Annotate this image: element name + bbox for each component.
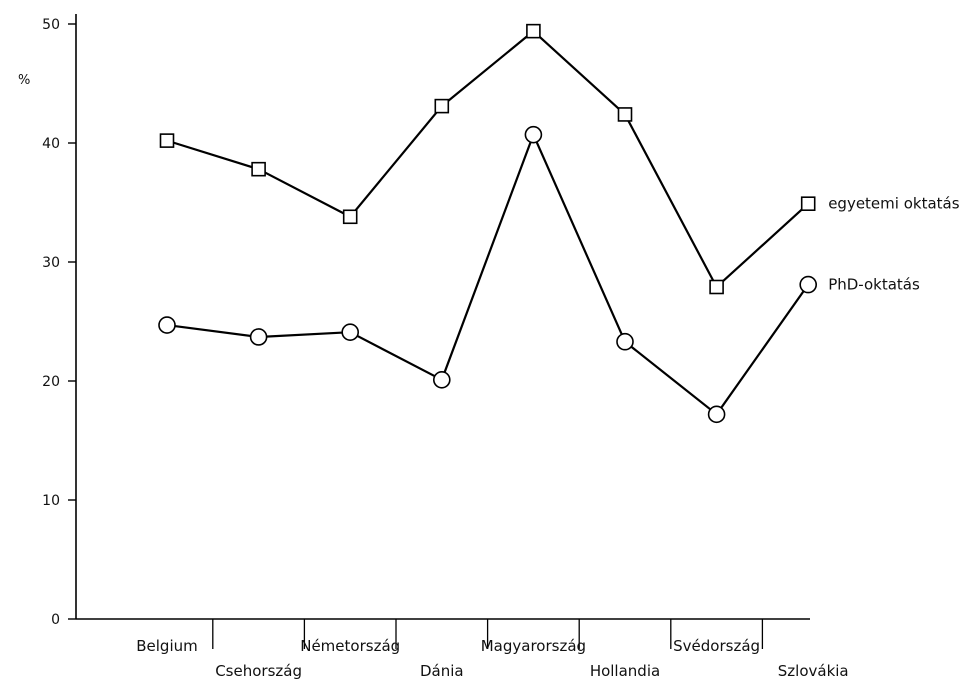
x-category-label: Belgium [136,637,198,655]
axes: % [18,14,810,620]
data-point-square [709,279,724,295]
y-tick-label: 30 [42,255,60,271]
data-point-square [617,107,633,122]
x-category-label: Szlovákia [778,662,849,680]
y-tick-label: 40 [42,136,60,152]
data-point-square [434,98,450,114]
y-ticks: 0 10 20 30 40 50 [42,17,76,628]
data-point-circle [341,323,360,342]
legend: egyetemi oktatás PhD-oktatás [828,195,960,294]
data-point-square [800,196,816,211]
data-point-circle [799,275,818,294]
x-category-label: Svédország [673,637,760,655]
x-ticks: Belgium Csehország Németország Dánia Magyaro… [136,619,849,680]
x-category-label: Dánia [420,662,464,680]
x-category-label: Csehország [215,662,302,680]
legend-label-1: egyetemi oktatás [828,195,960,213]
x-category-label: Hollandia [590,662,660,680]
data-point-circle [707,405,726,424]
data-point-circle [158,316,176,334]
x-category-label: Magyarország [481,637,586,655]
data-point-circle [524,125,543,144]
x-category-label: Németország [300,637,400,655]
data-point-circle [616,332,634,351]
data-point-square [251,161,266,177]
y-tick-label: 20 [42,374,60,390]
data-point-circle [249,328,268,346]
data-point-square [342,209,358,225]
data-point-circle [432,371,451,389]
y-tick-label: 50 [42,17,60,33]
series-line-1 [166,30,809,289]
legend-label-2: PhD-oktatás [828,276,920,294]
data-point-square [526,23,541,39]
y-axis-unit-label: % [18,73,30,88]
series-line-2 [166,133,810,416]
series-group [158,23,818,424]
y-tick-label: 0 [51,612,60,628]
y-tick-label: 10 [42,493,60,509]
data-point-square [159,133,175,148]
